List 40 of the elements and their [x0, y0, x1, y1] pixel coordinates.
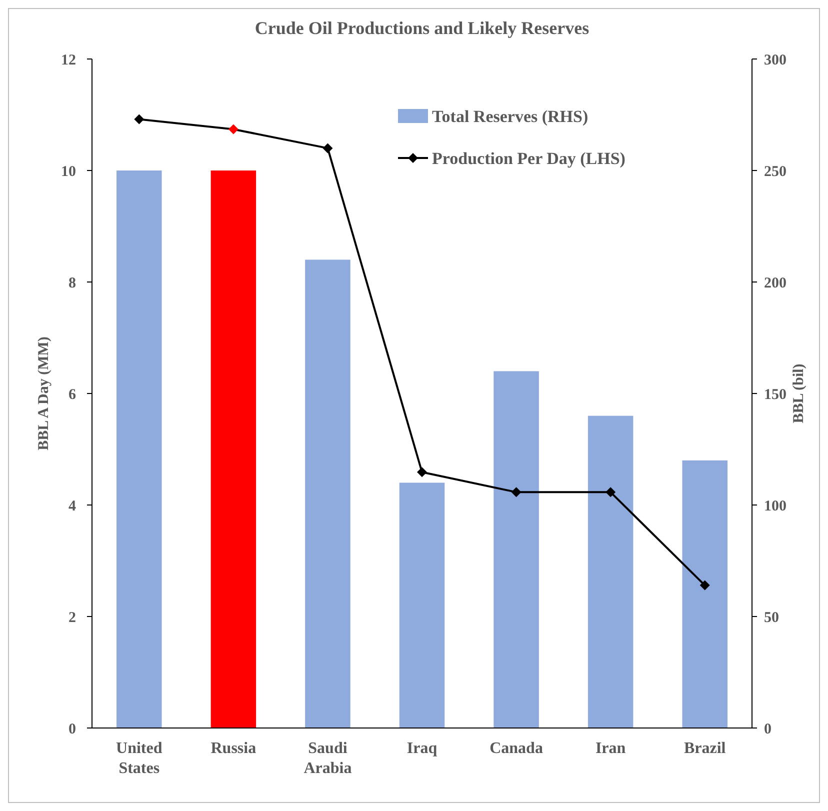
y-tick-label: 12 — [61, 52, 76, 68]
legend-label: Production Per Day (LHS) — [432, 148, 626, 168]
bar — [305, 260, 350, 728]
legend-label: Total Reserves (RHS) — [432, 106, 588, 126]
point — [700, 580, 710, 590]
y2-tick-label: 200 — [764, 275, 786, 292]
bar — [588, 416, 634, 728]
y2-tick-label: 250 — [764, 164, 786, 180]
y2-tick-label: 150 — [764, 386, 786, 403]
bar — [682, 460, 728, 728]
bar — [210, 170, 256, 728]
bar — [116, 170, 162, 728]
point — [606, 487, 616, 498]
bar — [399, 482, 445, 728]
point — [228, 124, 238, 134]
point — [417, 467, 427, 478]
y-tick-label: 2 — [68, 610, 76, 626]
y2-tick-label: 0 — [764, 721, 772, 738]
y-axis-title: BBL A Day (MM) — [36, 336, 52, 450]
y-tick-label: 6 — [68, 386, 76, 403]
x-tick-label: Iraq — [406, 740, 438, 757]
y-tick-label: 10 — [61, 164, 76, 180]
point — [134, 114, 144, 124]
x-tick-label: Iran — [595, 740, 626, 757]
x-tick-label: Canada — [490, 740, 543, 757]
chart-title: Crude Oil Productions and Likely Reserves — [254, 18, 590, 38]
x-tick-label: Russia — [210, 740, 256, 757]
y2-tick-label: 100 — [764, 498, 786, 514]
x-tick-label: United States — [116, 740, 162, 777]
y2-tick-label: 50 — [764, 610, 779, 626]
bar — [494, 371, 539, 728]
point — [322, 143, 333, 154]
x-tick-label: Saudi Arabia — [304, 740, 352, 777]
y-tick-label: 8 — [68, 275, 76, 292]
y2-tick-label: 300 — [764, 52, 786, 68]
x-tick-label: Brazil — [684, 740, 726, 757]
y-tick-label: 4 — [68, 498, 76, 514]
point — [511, 487, 522, 498]
y-tick-label: 0 — [68, 721, 76, 738]
y2-axis-title: BBL (bil) — [791, 364, 807, 424]
